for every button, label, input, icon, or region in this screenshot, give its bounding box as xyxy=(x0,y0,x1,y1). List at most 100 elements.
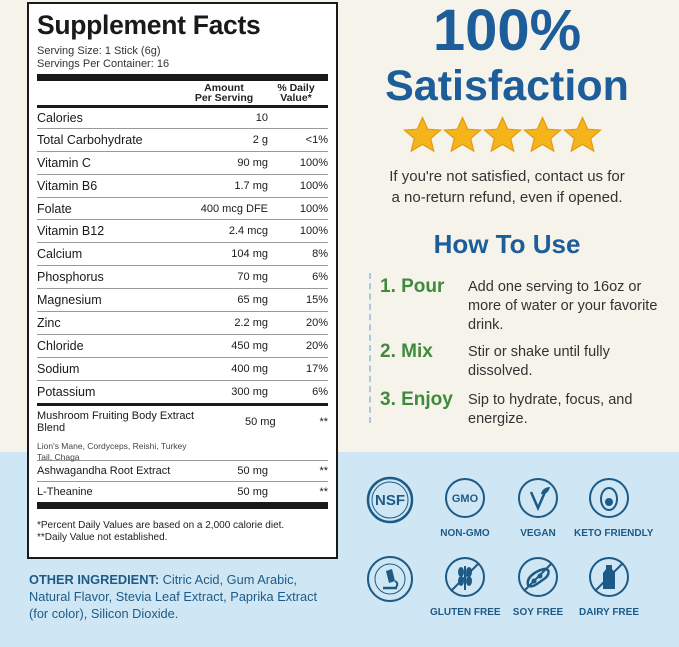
blend-amount: 50 mg xyxy=(245,415,276,428)
nutrient-daily-value: <1% xyxy=(305,133,328,146)
satisfaction-percent: 100% xyxy=(432,0,582,63)
star-rating xyxy=(403,116,602,154)
gluten-free-badge: GLUTEN FREE xyxy=(430,555,501,618)
nsf-badge: NSF xyxy=(355,476,425,524)
badge-label: DAIRY FREE xyxy=(578,607,639,618)
badge-label: SOY FREE xyxy=(512,607,564,618)
nutrient-row: Vitamin B12 2.4 mcg 100% xyxy=(37,219,328,242)
ingredient-daily-value: ** xyxy=(319,464,328,477)
nutrient-name: Sodium xyxy=(37,361,80,376)
nutrient-row: Potassium 300 mg 6% xyxy=(37,379,328,403)
nutrient-amount: 2.2 mg xyxy=(234,316,268,329)
ingredient-daily-value: ** xyxy=(319,485,328,498)
blend-dv: ** xyxy=(319,415,328,428)
ingredient-name: Ashwagandha Root Extract xyxy=(37,464,171,477)
step-text: Stir or shake until fully dissolved. xyxy=(468,344,610,379)
nutrient-row: Folate 400 mcg DFE 100% xyxy=(37,196,328,220)
nutrient-row: Chloride 450 mg 20% xyxy=(37,333,328,357)
nutrient-name: Potassium xyxy=(37,384,96,399)
nutrient-daily-value: 6% xyxy=(312,271,328,284)
third-party-tested-badge xyxy=(355,555,425,603)
nutrient-daily-value: 6% xyxy=(312,385,328,398)
avocado-icon xyxy=(589,478,629,518)
svg-text:GMO: GMO xyxy=(452,493,479,505)
nutrient-amount: 1.7 mg xyxy=(234,179,268,192)
serving-info: Serving Size: 1 Stick (6g) Servings Per … xyxy=(37,45,328,71)
serving-size: Serving Size: 1 Stick (6g) xyxy=(37,45,161,57)
badge-label: KETO FRIENDLY xyxy=(574,528,654,539)
nutrient-row: Vitamin C 90 mg 100% xyxy=(37,150,328,174)
nutrient-row: Zinc 2.2 mg 20% xyxy=(37,311,328,334)
star-icon xyxy=(563,116,602,153)
nutrient-name: Calories xyxy=(37,110,83,125)
nutrient-daily-value: 100% xyxy=(299,156,328,169)
nutrient-name: Vitamin B12 xyxy=(37,224,105,239)
nutrient-amount: 65 mg xyxy=(237,294,268,307)
step-text: Add one serving to 16oz or more of water… xyxy=(468,279,658,333)
svg-text:NSF: NSF xyxy=(375,492,405,509)
nutrient-row: Calcium 104 mg 8% xyxy=(37,242,328,265)
soybean-icon xyxy=(518,557,558,597)
nutrient-name: Calcium xyxy=(37,247,83,262)
milk-bottle-icon xyxy=(589,557,629,597)
nutrient-daily-value: 17% xyxy=(305,362,328,375)
amount-header: Amount Per Serving xyxy=(194,82,254,104)
thick-divider xyxy=(37,74,328,81)
nutrient-daily-value: 100% xyxy=(299,225,328,238)
nutrient-daily-value: 100% xyxy=(299,202,328,215)
nutrient-amount: 104 mg xyxy=(231,248,268,261)
daily-value-header: % Daily Value* xyxy=(277,82,315,104)
nutrient-daily-value: 20% xyxy=(305,316,328,329)
dairy-free-badge: DAIRY FREE xyxy=(574,555,644,618)
step-text: Sip to hydrate, focus, and energize. xyxy=(468,392,633,427)
step-label: 3. Enjoy xyxy=(380,389,453,410)
nutrient-name: Vitamin C xyxy=(37,155,91,170)
nutrient-daily-value: 100% xyxy=(299,179,328,192)
extra-rows: Ashwagandha Root Extract 50 mg ** L-Theanin… xyxy=(37,459,328,502)
nutrient-row: Calories 10 xyxy=(37,105,328,128)
nutrient-name: Vitamin B6 xyxy=(37,178,98,193)
badge-label: GLUTEN FREE xyxy=(430,607,501,618)
star-icon xyxy=(523,116,562,153)
nutrient-amount: 2.4 mcg xyxy=(228,225,268,238)
badge-label: NON-GMO xyxy=(440,528,490,539)
nutrient-amount: 2 g xyxy=(252,133,268,146)
vegan-badge: VEGAN xyxy=(503,476,573,539)
nutrient-amount: 450 mg xyxy=(231,339,268,352)
nutrient-daily-value: 15% xyxy=(305,294,328,307)
nutrient-amount: 70 mg xyxy=(237,271,268,284)
supplement-facts-panel: Supplement Facts Serving Size: 1 Stick (… xyxy=(27,2,338,559)
nutrient-row: Magnesium 65 mg 15% xyxy=(37,288,328,311)
nutrient-amount: 300 mg xyxy=(231,385,268,398)
nutrient-amount: 400 mg xyxy=(231,362,268,375)
soy-free-badge: SOY FREE xyxy=(503,555,573,618)
blend-divider xyxy=(37,402,328,406)
footnote-not-established: **Daily Value not established. xyxy=(37,531,168,543)
non-gmo-badge: GMO NON-GMO xyxy=(430,476,500,539)
facts-column-headers: Amount Per Serving % Daily Value* xyxy=(37,81,328,105)
nsf-icon: NSF xyxy=(366,476,414,524)
ingredient-row: Ashwagandha Root Extract 50 mg ** xyxy=(37,459,328,481)
star-icon xyxy=(483,116,522,153)
satisfaction-heading: Satisfaction xyxy=(385,62,629,110)
mushroom-blend-row: Mushroom Fruiting Body Extract Blend Lio… xyxy=(37,406,328,462)
nutrient-row: Total Carbohydrate 2 g <1% xyxy=(37,127,328,151)
star-icon xyxy=(403,116,442,153)
microscope-icon xyxy=(367,556,413,602)
nutrient-daily-value: 8% xyxy=(312,248,328,261)
blend-name: Mushroom Fruiting Body Extract Blend xyxy=(37,409,195,434)
ingredient-amount: 50 mg xyxy=(237,485,268,498)
wheat-icon xyxy=(445,557,485,597)
facts-title: Supplement Facts xyxy=(37,10,261,40)
nutrient-daily-value: 20% xyxy=(305,339,328,352)
steps-dashed-line xyxy=(369,273,371,423)
blend-ingredients: Lion's Mane, Cordyceps, Reishi, Turkey T… xyxy=(37,440,187,462)
star-icon xyxy=(443,116,482,153)
leaf-icon xyxy=(518,478,558,518)
badge-label: VEGAN xyxy=(520,528,556,539)
how-to-use-title: How To Use xyxy=(433,229,581,259)
facts-footnotes: *Percent Daily Values are based on a 2,0… xyxy=(37,501,328,544)
other-ingredient-text: Citric Acid, Gum Arabic, Natural Flavor,… xyxy=(29,572,318,621)
nutrient-name: Zinc xyxy=(37,315,61,330)
nutrient-rows: Calories 10 Total Carbohydrate 2 g <1% Vitami… xyxy=(37,105,328,403)
